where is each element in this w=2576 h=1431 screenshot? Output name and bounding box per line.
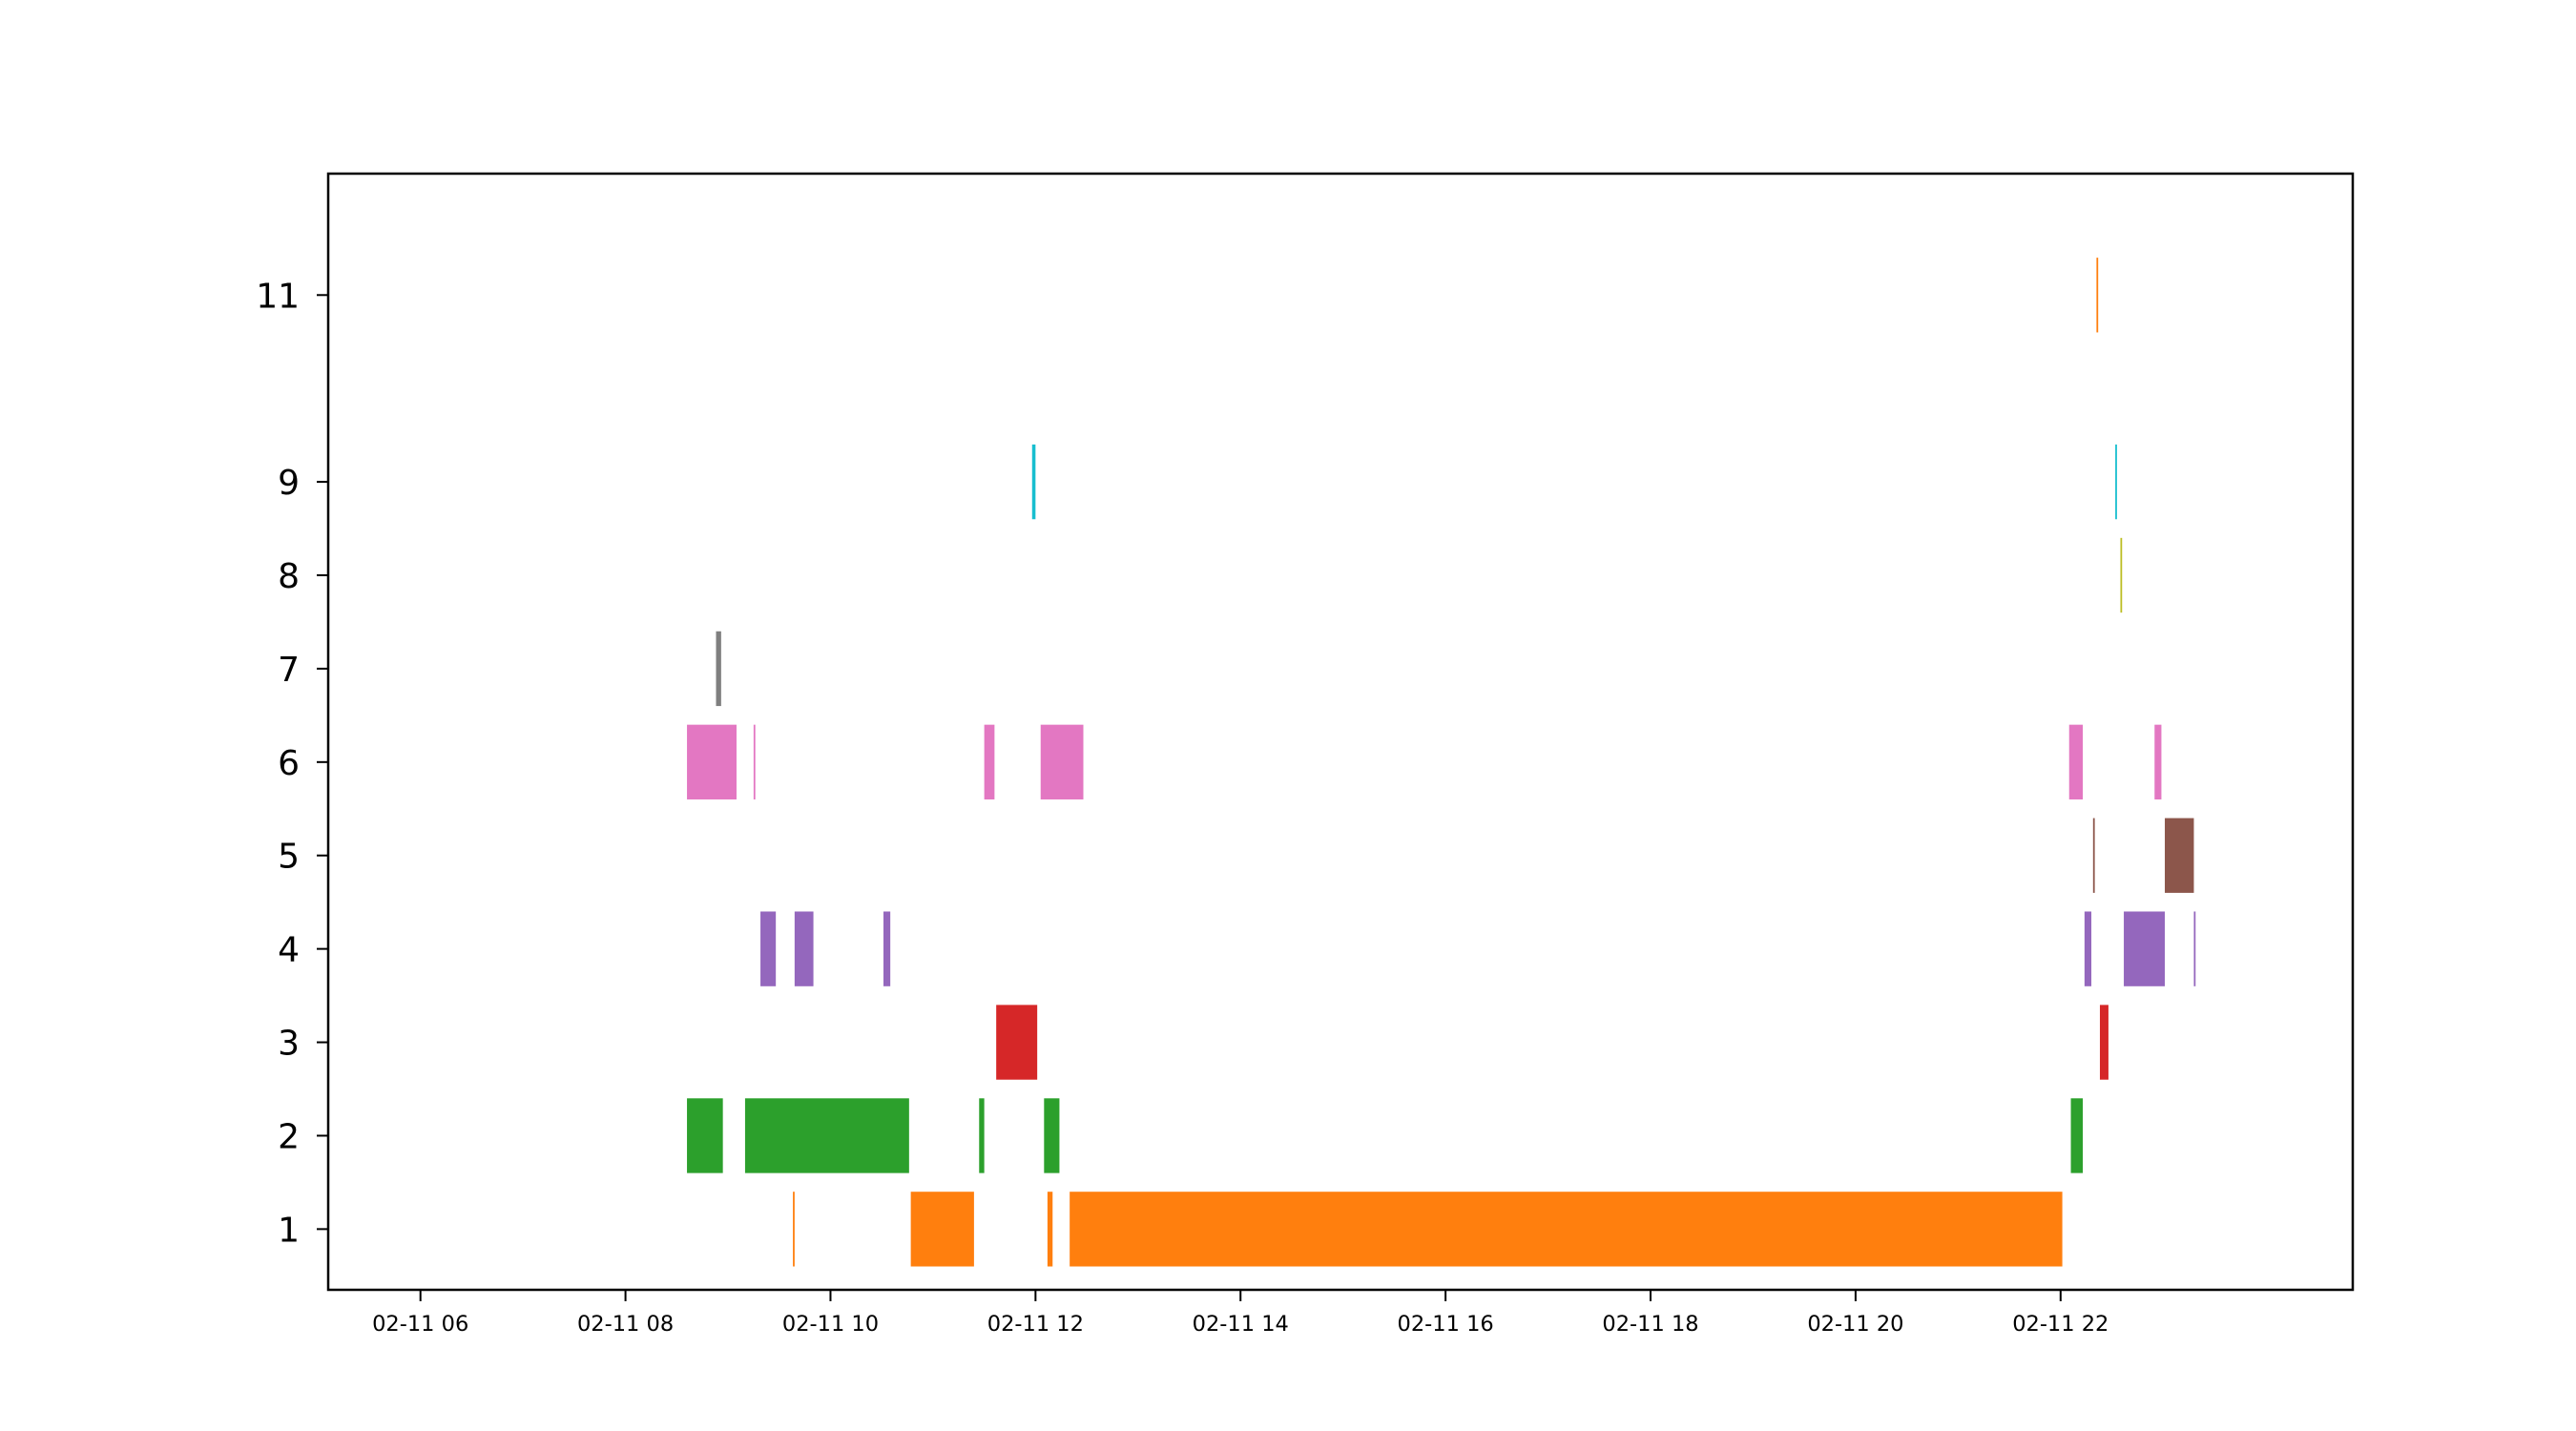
bar-row-2 bbox=[1044, 1098, 1060, 1173]
bar-row-4 bbox=[2193, 911, 2196, 986]
bar-row-6 bbox=[687, 724, 737, 799]
y-tick-label: 3 bbox=[278, 1025, 300, 1064]
bar-row-6 bbox=[753, 724, 756, 799]
bar-row-3 bbox=[2099, 1005, 2109, 1080]
x-tick-label: 02-11 12 bbox=[987, 1312, 1084, 1337]
y-axis: 1 2 3 4 5 6 7 8 9 11 bbox=[256, 277, 328, 1250]
y-tick-label: 8 bbox=[278, 557, 300, 596]
x-tick-label: 02-11 22 bbox=[2012, 1312, 2109, 1337]
x-axis: 02-11 06 02-11 08 02-11 10 02-11 12 02-11 14… bbox=[372, 1290, 2109, 1337]
bar-row-3 bbox=[996, 1005, 1038, 1080]
bar-row-6 bbox=[1040, 724, 1084, 799]
y-tick-label: 11 bbox=[256, 277, 300, 316]
bar-row-2 bbox=[687, 1098, 723, 1173]
bar-row-6 bbox=[984, 724, 995, 799]
bar-row-1 bbox=[1047, 1192, 1053, 1267]
bar-row-1 bbox=[1070, 1192, 2063, 1267]
bar-row-4 bbox=[2084, 911, 2092, 986]
bar-row-2 bbox=[744, 1098, 909, 1173]
y-tick-label: 4 bbox=[278, 931, 300, 970]
x-tick-label: 02-11 16 bbox=[1398, 1312, 1494, 1337]
y-tick-label: 5 bbox=[278, 838, 300, 877]
bar-row-9 bbox=[1031, 444, 1036, 520]
bar-row-9 bbox=[2115, 444, 2117, 520]
y-tick-label: 9 bbox=[278, 464, 300, 503]
bar-row-6 bbox=[2154, 724, 2162, 799]
x-tick-label: 02-11 18 bbox=[1602, 1312, 1698, 1337]
bar-row-4 bbox=[883, 911, 891, 986]
x-tick-label: 02-11 06 bbox=[372, 1312, 468, 1337]
bar-row-2 bbox=[2070, 1098, 2084, 1173]
y-tick-label: 7 bbox=[278, 651, 300, 690]
y-tick-label: 6 bbox=[278, 744, 300, 783]
bar-row-4 bbox=[2124, 911, 2166, 986]
y-tick-label: 1 bbox=[278, 1211, 300, 1250]
x-tick-label: 02-11 14 bbox=[1193, 1312, 1289, 1337]
bar-row-8 bbox=[2120, 537, 2123, 613]
bar-row-4 bbox=[794, 911, 814, 986]
bar-row-2 bbox=[979, 1098, 985, 1173]
bar-row-1 bbox=[910, 1192, 974, 1267]
bar-row-5 bbox=[2092, 818, 2095, 893]
x-tick-label: 02-11 20 bbox=[1807, 1312, 1903, 1337]
x-tick-label: 02-11 08 bbox=[577, 1312, 674, 1337]
bar-row-5 bbox=[2165, 818, 2194, 893]
y-tick-label: 2 bbox=[278, 1117, 300, 1156]
bars-layer bbox=[687, 258, 2196, 1267]
bar-row-1 bbox=[793, 1192, 795, 1267]
bar-row-6 bbox=[2068, 724, 2084, 799]
bar-row-11 bbox=[2096, 258, 2099, 333]
x-tick-label: 02-11 10 bbox=[782, 1312, 879, 1337]
bar-row-4 bbox=[760, 911, 777, 986]
plot-frame bbox=[326, 172, 2355, 1292]
bar-row-7 bbox=[716, 631, 721, 707]
